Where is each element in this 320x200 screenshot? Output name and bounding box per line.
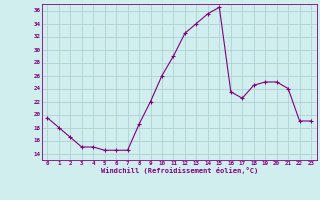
X-axis label: Windchill (Refroidissement éolien,°C): Windchill (Refroidissement éolien,°C) (100, 167, 258, 174)
